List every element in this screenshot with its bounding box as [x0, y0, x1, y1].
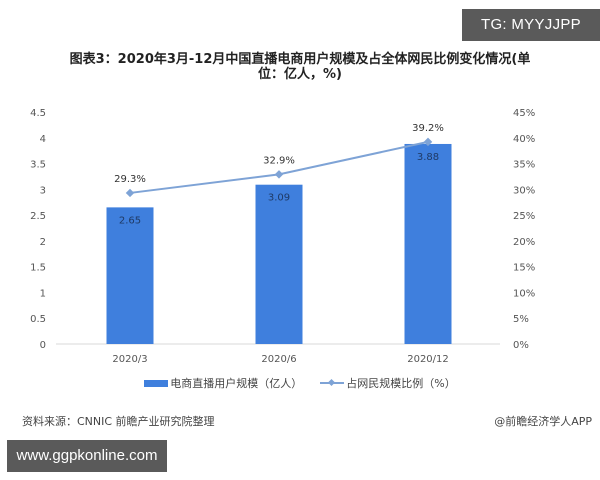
chart-title: 图表3：2020年3月-12月中国直播电商用户规模及占全体网民比例变化情况(单 …: [30, 52, 570, 82]
watermark-url-badge: www.ggpkonline.com: [7, 440, 167, 472]
left-axis-tick-label: 2: [40, 237, 46, 248]
bar-value-label: 3.88: [417, 152, 439, 163]
chart-title-line1: 图表3：2020年3月-12月中国直播电商用户规模及占全体网民比例变化情况(单: [69, 52, 531, 67]
right-axis-tick-label: 10%: [513, 288, 535, 299]
ratio-line-series: 29.3% 32.9% 39.2%: [114, 123, 444, 198]
x-axis-labels: 2020/3 2020/6 2020/12: [112, 354, 448, 365]
legend-item-bar: 电商直播用户规模（亿人）: [144, 375, 302, 391]
left-axis-tick-label: 3: [40, 185, 46, 196]
right-axis-tick-label: 25%: [513, 211, 535, 222]
right-axis-tick-label: 20%: [513, 237, 535, 248]
data-source-note: 资料来源：CNNIC 前瞻产业研究院整理: [22, 415, 215, 428]
chart-title-line2: 位：亿人，%): [258, 67, 342, 82]
left-axis-tick-label: 0.5: [30, 314, 46, 325]
credit-text: @前瞻经济学人APP: [494, 415, 592, 428]
right-axis-tick-label: 30%: [513, 185, 535, 196]
bar-user-scale: [106, 207, 154, 344]
x-axis-category-label: 2020/12: [407, 354, 449, 365]
line-value-label: 39.2%: [412, 123, 444, 134]
watermark-badge-top: TG: MYYJJPP: [462, 9, 600, 41]
left-axis-tick-label: 1.5: [30, 263, 46, 274]
right-axis-tick-label: 35%: [513, 160, 535, 171]
line-marker-diamond-icon: [423, 137, 433, 147]
left-axis-ticks: 0 0.5 1 1.5 2 2.5 3 3.5 4 4.5: [30, 108, 46, 351]
x-axis-category-label: 2020/3: [112, 354, 147, 365]
line-value-label: 29.3%: [114, 174, 146, 185]
bars: 2.65 3.09 3.88: [106, 143, 452, 344]
legend-line-label: 占网民规模比例（%）: [346, 377, 456, 390]
right-axis-tick-label: 45%: [513, 108, 535, 119]
left-axis-tick-label: 3.5: [30, 160, 46, 171]
x-axis-category-label: 2020/6: [261, 354, 296, 365]
right-axis-ticks: 0% 5% 10% 15% 20% 25% 30% 35% 40% 45%: [513, 108, 535, 351]
chart-legend: 电商直播用户规模（亿人） 占网民规模比例（%）: [80, 376, 520, 390]
left-axis-tick-label: 4.5: [30, 108, 46, 119]
bar-value-label: 2.65: [119, 215, 141, 226]
line-value-label: 32.9%: [263, 155, 295, 166]
bar-value-label: 3.09: [268, 193, 290, 204]
line-marker-diamond-icon: [274, 170, 284, 179]
right-axis-tick-label: 0%: [513, 340, 529, 351]
legend-bar-swatch-icon: [144, 379, 169, 387]
left-axis-tick-label: 0: [40, 340, 46, 351]
bar-user-scale: [255, 184, 303, 344]
bar-user-scale: [404, 143, 452, 344]
left-axis-tick-label: 2.5: [30, 211, 46, 222]
right-axis-tick-label: 15%: [513, 263, 535, 274]
legend-bar-label: 电商直播用户规模（亿人）: [170, 377, 303, 390]
legend-line-marker-icon: [320, 379, 345, 387]
left-axis-tick-label: 4: [40, 134, 46, 145]
line-marker-diamond-icon: [125, 188, 135, 198]
right-axis-tick-label: 5%: [513, 314, 529, 325]
right-axis-tick-label: 40%: [513, 134, 535, 145]
combo-chart: 0 0.5 1 1.5 2 2.5 3 3.5 4 4.5 0% 5% 10% 15% 20% 25% 30%…: [30, 108, 535, 365]
left-axis-tick-label: 1: [40, 288, 46, 299]
legend-item-line: 占网民规模比例（%）: [320, 375, 456, 391]
